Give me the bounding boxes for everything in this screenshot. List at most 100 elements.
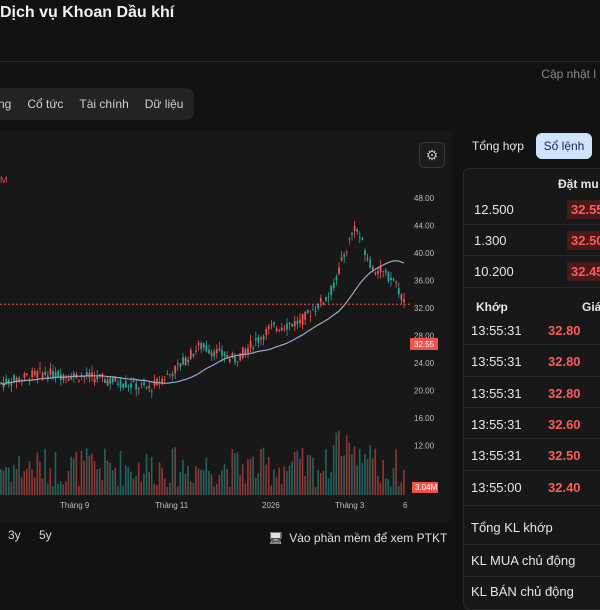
- volume-bar: [67, 470, 70, 495]
- volume-bar: [2, 470, 5, 495]
- candle-body: [137, 387, 140, 389]
- volume-bar: [75, 451, 78, 495]
- tab-financial[interactable]: Tài chính: [79, 97, 129, 111]
- candle-body: [205, 345, 208, 352]
- candle-body: [109, 378, 112, 384]
- volume-bar: [197, 468, 200, 495]
- tab-data[interactable]: Dữ liệu: [144, 97, 184, 111]
- volume-bar: [312, 457, 314, 495]
- candle-body: [122, 384, 125, 388]
- chart-settings-button[interactable]: ⚙: [419, 142, 445, 168]
- candle-body: [36, 371, 39, 379]
- candle-body: [91, 372, 93, 377]
- volume-bar: [325, 449, 327, 495]
- candle-body: [286, 323, 288, 330]
- ptkt-link[interactable]: 🖥 Vào phần mềm để xem PTKT: [268, 531, 447, 545]
- volume-bar: [171, 448, 174, 495]
- price-chart[interactable]: 48.00 44.00 40.00 36.00 32.00 28.00 24.00 20.00…: [0, 185, 445, 515]
- volume-bar: [54, 452, 57, 495]
- volume-bar: [195, 466, 197, 495]
- monitor-icon: 🖥: [268, 531, 284, 545]
- volume-bar: [358, 448, 361, 495]
- volume-bar: [52, 486, 54, 495]
- candle-body: [26, 373, 28, 375]
- range-3y-button[interactable]: 3y: [8, 528, 21, 542]
- volume-bar: [36, 452, 39, 495]
- candle-body: [33, 370, 36, 376]
- volume-bar: [200, 469, 202, 495]
- candle-body: [260, 337, 262, 340]
- volume-bar: [49, 468, 52, 495]
- row-divider: [464, 376, 600, 377]
- volume-bar: [210, 474, 213, 495]
- trade-price: 32.50: [548, 448, 581, 463]
- volume-bar: [304, 475, 306, 495]
- candle-body: [223, 352, 226, 357]
- candle-body: [228, 358, 231, 363]
- candle-body: [67, 378, 70, 381]
- candle-body: [31, 370, 34, 378]
- row-divider: [464, 224, 600, 225]
- volume-bar: [111, 470, 114, 495]
- candle-body: [163, 379, 166, 381]
- volume-bar: [20, 477, 23, 495]
- candle-body: [369, 259, 372, 268]
- candle-body: [335, 276, 338, 281]
- candle-body: [148, 385, 151, 388]
- candle-body: [93, 378, 96, 383]
- volume-bar: [78, 485, 80, 495]
- y-tick-label: 32.00: [414, 304, 435, 313]
- volume-bar: [62, 484, 65, 495]
- volume-bar: [15, 469, 18, 495]
- candle-body: [106, 380, 109, 386]
- volume-bar: [322, 471, 325, 495]
- tab-dividend[interactable]: Cổ tức: [27, 97, 64, 111]
- volume-bar: [130, 471, 132, 495]
- volume-bar: [252, 456, 254, 495]
- volume-bar: [106, 460, 109, 495]
- volume-bar: [166, 486, 169, 495]
- candle-body: [114, 377, 117, 381]
- tab-orderbook[interactable]: Sổ lệnh: [536, 133, 592, 159]
- volume-bar: [254, 477, 257, 495]
- bid-price[interactable]: 32.55: [567, 200, 600, 219]
- trade-price: 32.40: [548, 480, 581, 495]
- volume-bar: [364, 453, 366, 495]
- volume-bar: [7, 467, 10, 495]
- candle-body: [247, 348, 249, 354]
- candle-body: [262, 336, 265, 340]
- updated-label: Cập nhật l: [541, 67, 596, 81]
- candle-body: [234, 357, 236, 363]
- tab-summary[interactable]: Tổng hợp: [472, 139, 524, 153]
- bid-price[interactable]: 32.45: [567, 262, 600, 281]
- row-divider: [464, 438, 600, 439]
- candle-body: [57, 370, 60, 378]
- volume-bar: [161, 467, 163, 495]
- volume-bar: [182, 459, 184, 495]
- range-5y-button[interactable]: 5y: [39, 528, 52, 542]
- candle-body: [189, 349, 192, 360]
- candle-body: [280, 327, 283, 331]
- candle-body: [244, 349, 247, 355]
- candle-body: [10, 384, 13, 386]
- trade-time: 13:55:31: [471, 386, 522, 401]
- tab-overview[interactable]: ng: [0, 97, 12, 111]
- volume-bar: [335, 432, 338, 495]
- volume-bar: [278, 467, 280, 495]
- candle-body: [140, 383, 143, 385]
- candle-body: [322, 302, 325, 305]
- volume-bar: [270, 485, 273, 495]
- volume-bar: [262, 447, 265, 495]
- y-tick-label: 12.00: [414, 442, 435, 451]
- volume-bar: [187, 465, 189, 495]
- bid-price[interactable]: 32.50: [567, 231, 600, 250]
- candle-body: [104, 379, 106, 383]
- volume-bar: [33, 477, 36, 495]
- y-tick-label: 48.00: [414, 194, 435, 203]
- volume-bar: [208, 471, 210, 495]
- candle-body: [192, 354, 195, 357]
- candle-body: [278, 330, 281, 331]
- volume-bar: [148, 471, 150, 495]
- candle-body: [267, 326, 270, 330]
- row-divider: [464, 470, 600, 471]
